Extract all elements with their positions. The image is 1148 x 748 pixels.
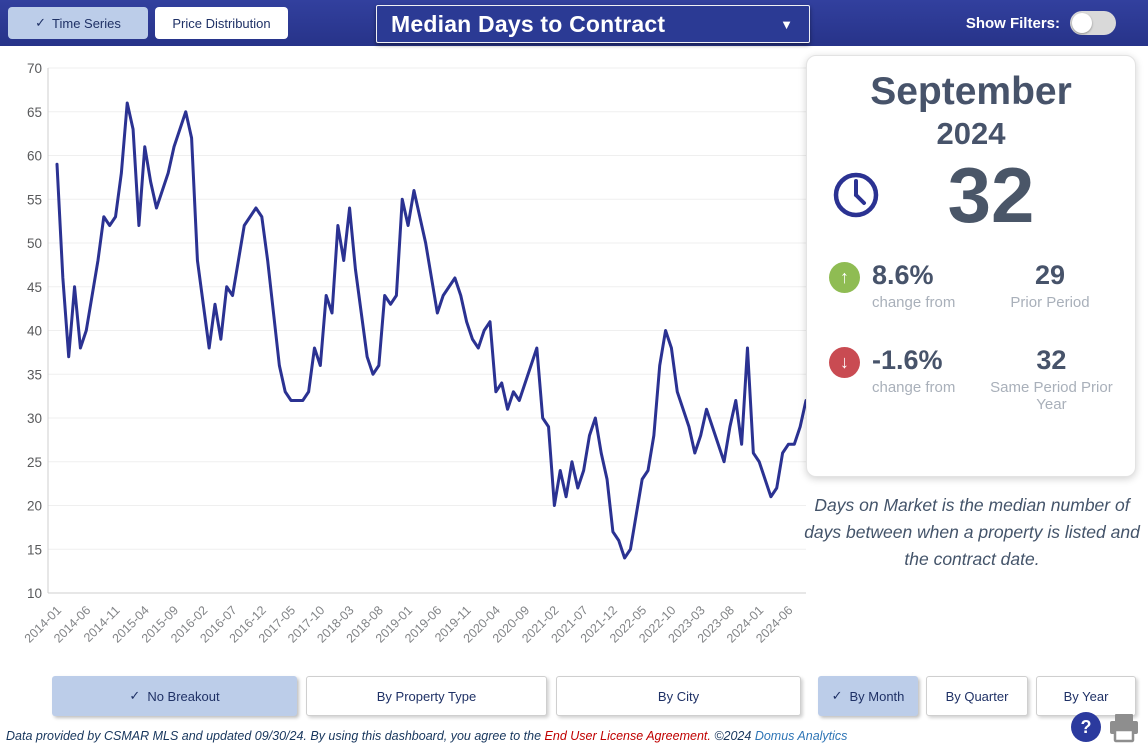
footer: Data provided by CSMAR MLS and updated 0… xyxy=(6,729,847,743)
check-icon: ✓ xyxy=(129,688,141,703)
y-tick-label: 60 xyxy=(27,149,42,164)
button-by-property-type-label: By Property Type xyxy=(376,688,477,704)
series-line xyxy=(55,101,808,560)
clock-icon xyxy=(833,172,879,218)
show-filters-label: Show Filters: xyxy=(965,14,1060,32)
check-icon: ✓ xyxy=(831,688,843,703)
y-tick-label: 30 xyxy=(27,411,42,426)
prior-year-pct: -1.6% xyxy=(872,345,943,376)
tab-price-distribution[interactable]: Price Distribution xyxy=(155,7,288,39)
summary-month: September xyxy=(870,70,1072,113)
button-by-quarter-label: By Quarter xyxy=(945,688,1009,704)
y-tick-label: 20 xyxy=(27,499,42,514)
summary-card: September 2024 32 ↑ 8.6% change from 29 … xyxy=(806,55,1136,477)
license-link[interactable]: End User License Agreement. xyxy=(544,729,711,743)
prior-period-value: 29 xyxy=(1035,260,1066,290)
chevron-down-icon: ▼ xyxy=(780,16,793,32)
stat-prior-year: ↓ -1.6% change from 32 Same Period Prior… xyxy=(829,345,1121,413)
prior-year-caption: change from xyxy=(872,379,956,397)
button-no-breakout-label: No Breakout xyxy=(147,688,220,704)
help-icon[interactable]: ? xyxy=(1071,712,1101,742)
prior-period-label: Prior Period xyxy=(1010,294,1090,312)
button-by-year[interactable]: By Year xyxy=(1036,676,1136,716)
prior-year-value: 32 xyxy=(1036,345,1067,376)
y-tick-label: 35 xyxy=(27,367,42,382)
y-tick-label: 70 xyxy=(27,61,42,76)
button-by-quarter[interactable]: By Quarter xyxy=(926,676,1028,716)
printer-icon[interactable] xyxy=(1108,713,1140,743)
button-by-month[interactable]: ✓ By Month xyxy=(818,676,918,716)
top-bar: ✓ Time Series Price Distribution Median … xyxy=(0,0,1148,46)
tab-price-distribution-label: Price Distribution xyxy=(172,15,271,31)
button-by-year-label: By Year xyxy=(1063,688,1109,704)
footer-text: Data provided by CSMAR MLS and updated 0… xyxy=(6,729,545,743)
prior-period-caption: change from xyxy=(872,294,956,312)
y-tick-label: 15 xyxy=(27,542,42,557)
check-icon: ✓ xyxy=(35,15,47,30)
metric-description: Days on Market is the median number of d… xyxy=(804,495,1140,570)
stat-prior-period: ↑ 8.6% change from 29 Prior Period xyxy=(829,260,1121,311)
metric-dropdown[interactable]: Median Days to Contract ▼ xyxy=(376,5,810,43)
metric-dropdown-label: Median Days to Contract xyxy=(391,10,666,37)
tab-time-series-label: Time Series xyxy=(52,15,121,31)
button-by-month-label: By Month xyxy=(849,688,905,704)
y-tick-label: 25 xyxy=(27,455,42,470)
footer-copyright: ©2024 xyxy=(710,729,755,743)
y-tick-label: 50 xyxy=(27,236,42,251)
y-tick-label: 55 xyxy=(27,192,42,207)
prior-period-pct: 8.6% xyxy=(872,260,934,290)
summary-year: 2024 xyxy=(936,116,1006,151)
arrow-up-circle-icon: ↑ xyxy=(829,262,860,293)
y-tick-label: 10 xyxy=(27,586,42,601)
y-tick-label: 45 xyxy=(27,280,42,295)
y-tick-label: 65 xyxy=(27,105,42,120)
button-no-breakout[interactable]: ✓ No Breakout xyxy=(52,676,297,716)
prior-year-label: Same Period Prior Year xyxy=(990,379,1113,414)
arrow-down-circle-icon: ↓ xyxy=(829,347,860,379)
chart-svg: 101520253035404550556065702014-012014-06… xyxy=(22,61,808,646)
tab-time-series[interactable]: ✓ Time Series xyxy=(8,7,148,39)
y-tick-label: 40 xyxy=(27,324,42,339)
button-by-city[interactable]: By City xyxy=(556,676,801,716)
brand-link[interactable]: Domus Analytics xyxy=(754,729,848,743)
toggle-knob xyxy=(1072,13,1092,33)
button-by-city-label: By City xyxy=(657,688,700,704)
summary-value: 32 xyxy=(947,151,1035,239)
button-by-property-type[interactable]: By Property Type xyxy=(306,676,547,716)
show-filters-group: Show Filters: xyxy=(966,0,1116,46)
show-filters-toggle[interactable] xyxy=(1070,11,1116,35)
